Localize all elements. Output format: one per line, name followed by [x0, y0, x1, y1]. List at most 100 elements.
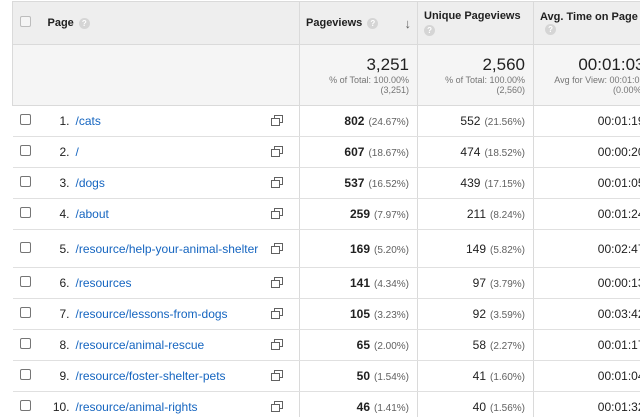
table-row: 4. /about 259 (7.97%) 211 (8.24%) 00:01:24 [12, 198, 640, 230]
unique-value: 92 [472, 307, 486, 321]
help-icon[interactable]: ? [545, 23, 557, 35]
page-link[interactable]: / [75, 145, 79, 159]
open-in-new-window-icon[interactable] [270, 242, 283, 254]
unique-total-sub: % of Total: 100.00% [445, 75, 526, 85]
help-icon[interactable]: ? [367, 17, 379, 29]
unique-value: 97 [472, 276, 486, 290]
pageviews-cell: 46 (1.41%) [299, 391, 418, 417]
row-checkbox[interactable] [19, 338, 31, 349]
row-index: 2. [37, 136, 76, 168]
open-in-new-window-icon[interactable] [270, 339, 283, 350]
page-link[interactable]: /cats [75, 114, 101, 128]
table-row: 3. /dogs 537 (16.52%) 439 (17.15%) 00:01:0… [12, 167, 640, 199]
help-icon[interactable]: ? [424, 24, 436, 36]
avg-time-cell: 00:01:05 [533, 167, 640, 199]
open-in-new-window-icon[interactable] [270, 277, 283, 288]
pageviews-cell: 537 (16.52%) [299, 167, 418, 199]
row-checkbox-cell [12, 167, 38, 199]
pageviews-percent: (16.52%) [368, 179, 410, 190]
page-column-header[interactable]: Page? [37, 1, 300, 45]
row-checkbox[interactable] [19, 241, 31, 253]
pageviews-percent: (1.54%) [374, 372, 410, 383]
unique-cell: 92 (3.59%) [417, 298, 534, 330]
unique-total-sub2: (2,560) [496, 85, 526, 95]
row-checkbox[interactable] [19, 114, 31, 125]
open-in-new-window-icon[interactable] [270, 370, 283, 381]
avg-time-cell: 00:02:47 [533, 229, 640, 268]
row-checkbox-cell [12, 105, 38, 137]
unique-cell: 211 (8.24%) [417, 198, 534, 230]
avg-time-value: 00:01:17 [597, 338, 640, 352]
avg-time-column-header[interactable]: Avg. Time on Page? [533, 1, 640, 45]
page-link[interactable]: /resources [75, 276, 132, 290]
table-header-row: Page? Pageviews? ↓ Unique Pageviews? Avg… [12, 1, 640, 45]
row-index: 8. [37, 329, 76, 361]
open-in-new-window-icon[interactable] [270, 308, 283, 319]
unique-cell: 149 (5.82%) [417, 229, 534, 268]
row-checkbox[interactable] [19, 145, 31, 156]
row-index: 6. [37, 267, 76, 299]
table-row: 2. / 607 (18.67%) 474 (18.52%) 00:00:20 [12, 136, 640, 168]
unique-percent: (21.56%) [484, 117, 526, 128]
table-row: 1. /cats 802 (24.67%) 552 (21.56%) 00:01:1… [12, 105, 640, 137]
select-all-checkbox[interactable] [19, 16, 31, 27]
open-in-new-window-icon[interactable] [270, 115, 283, 126]
row-checkbox-cell [12, 360, 38, 392]
avg-time-cell: 00:01:24 [533, 198, 640, 230]
page-cell: /resource/animal-rescue [75, 329, 271, 361]
pageviews-percent: (5.20%) [374, 244, 410, 256]
open-in-new-window-icon[interactable] [270, 401, 283, 412]
page-cell: /resources [75, 267, 271, 299]
page-link[interactable]: /resource/animal-rights [75, 400, 198, 414]
unique-value: 40 [472, 400, 486, 414]
pageviews-column-header[interactable]: Pageviews? ↓ [299, 1, 418, 45]
table-row: 10. /resource/animal-rights 46 (1.41%) 40… [12, 391, 640, 417]
unique-pageviews-header-label: Unique Pageviews [424, 10, 521, 22]
help-icon[interactable]: ? [78, 17, 90, 29]
page-link[interactable]: /resource/foster-shelter-pets [75, 369, 226, 383]
open-in-new-window-icon[interactable] [270, 177, 283, 188]
table-row: 6. /resources 141 (4.34%) 97 (3.79%) 00:00… [12, 267, 640, 299]
page-link[interactable]: /dogs [75, 176, 105, 190]
row-checkbox[interactable] [19, 276, 31, 287]
avg-time-cell: 00:01:19 [533, 105, 640, 137]
row-checkbox[interactable] [19, 400, 31, 411]
sort-descending-icon[interactable]: ↓ [404, 16, 412, 31]
unique-value: 41 [472, 369, 486, 383]
row-index: 7. [37, 298, 76, 330]
avg-time-value: 00:03:42 [597, 307, 640, 321]
open-in-new-window-icon[interactable] [270, 208, 283, 219]
row-checkbox[interactable] [19, 369, 31, 380]
row-checkbox-cell [12, 267, 38, 299]
row-checkbox[interactable] [19, 307, 31, 318]
page-link[interactable]: /resource/lessons-from-dogs [75, 307, 228, 321]
avg-time-value: 00:01:24 [597, 207, 640, 221]
avg-time-cell: 00:01:32 [533, 391, 640, 417]
unique-cell: 58 (2.27%) [417, 329, 534, 361]
row-checkbox[interactable] [19, 176, 31, 187]
table-row: 8. /resource/animal-rescue 65 (2.00%) 58 (… [12, 329, 640, 361]
totals-row: 3,251 % of Total: 100.00% (3,251) 2,560 … [12, 44, 640, 106]
pageviews-value: 537 [344, 176, 365, 190]
pageviews-percent: (18.67%) [368, 148, 410, 159]
open-in-new-window-icon[interactable] [270, 146, 283, 157]
pageviews-value: 169 [349, 241, 370, 256]
unique-percent: (3.59%) [490, 310, 526, 321]
row-checkbox-cell [12, 391, 38, 417]
row-index: 10. [37, 391, 76, 417]
page-link[interactable]: /resource/animal-rescue [75, 338, 205, 352]
unique-cell: 41 (1.60%) [417, 360, 534, 392]
pageviews-total: 3,251 [366, 55, 410, 74]
pageviews-cell: 50 (1.54%) [299, 360, 418, 392]
pageviews-value: 141 [349, 276, 370, 290]
unique-pageviews-column-header[interactable]: Unique Pageviews? [417, 1, 534, 45]
avg-time-cell: 00:00:20 [533, 136, 640, 168]
page-header-label: Page [47, 17, 74, 29]
avg-time-cell: 00:01:04 [533, 360, 640, 392]
pageviews-cell: 65 (2.00%) [299, 329, 418, 361]
row-checkbox[interactable] [19, 207, 31, 218]
row-action-cell [270, 136, 300, 168]
page-link[interactable]: /about [75, 207, 109, 221]
avg-time-value: 00:02:47 [597, 241, 640, 256]
page-link[interactable]: /resource/help-your-animal-shelter [75, 241, 259, 256]
